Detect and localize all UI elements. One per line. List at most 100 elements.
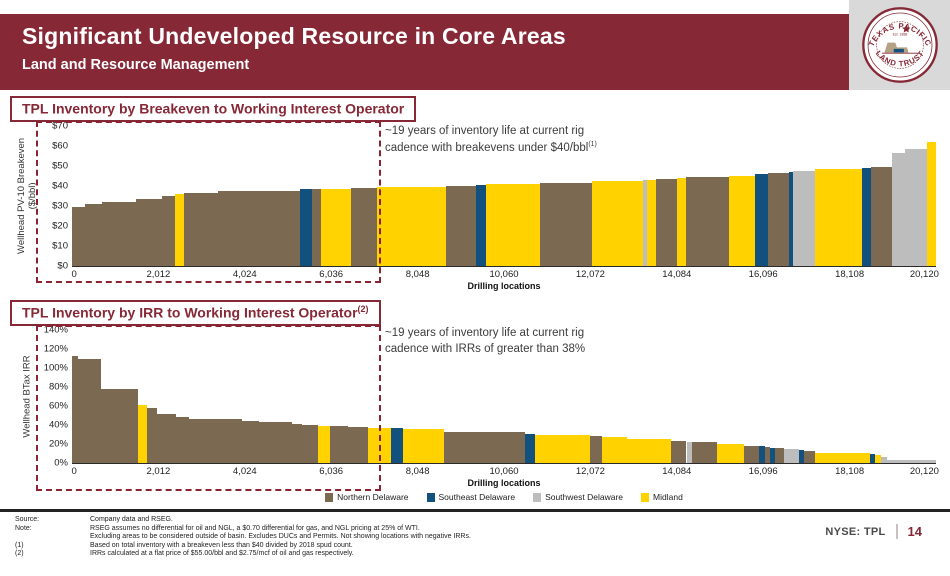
y-tick: $0 [57, 260, 68, 272]
header-band: Significant Undeveloped Resource in Core… [0, 14, 950, 90]
footnote-label: (2) [15, 550, 24, 558]
bar-segment [176, 417, 190, 463]
chart-title-superscript: (2) [357, 304, 369, 314]
x-tick: 20,120 [909, 269, 939, 280]
star-icon [901, 24, 910, 33]
y-tick: 0% [54, 457, 68, 469]
plot-area [72, 330, 936, 464]
footer-divider [895, 524, 898, 539]
bar-segment [84, 204, 103, 266]
bar-segment [486, 184, 541, 266]
x-tick: 16,096 [748, 269, 778, 280]
y-tick: $50 [52, 160, 68, 172]
chart-title-text: TPL Inventory by Breakeven to Working In… [22, 100, 405, 117]
y-tick: 40% [48, 419, 68, 431]
bar-segment [758, 446, 765, 463]
y-axis-ticks: 140% 120% 100% 80% 60% 40% 20% 0% [32, 325, 68, 469]
bar-segment [799, 449, 805, 463]
breakeven-chart-title: TPL Inventory by Breakeven to Working In… [10, 96, 417, 122]
bar-segment [348, 426, 368, 463]
bar-segment [671, 441, 687, 463]
bar-segment [729, 176, 755, 266]
bar-segment [540, 183, 592, 266]
bar-segment [312, 189, 322, 266]
y-tick: 20% [48, 438, 68, 450]
bar-segment [589, 436, 602, 463]
bar-segment [136, 199, 163, 266]
legend-item: Southeast Delaware [426, 492, 515, 502]
bar-segment [774, 447, 784, 463]
bar-segment [804, 450, 816, 463]
chart-legend: Northern Delaware Southeast Delaware South… [72, 492, 936, 502]
bar-segment [534, 434, 590, 463]
x-axis-title: Drilling locations [467, 281, 541, 291]
bar-segment [175, 194, 184, 266]
ticker-label: NYSE: TPL [825, 525, 886, 538]
bar-segment [137, 405, 147, 463]
bar-segment [870, 167, 893, 266]
legend-item: Midland [641, 492, 683, 502]
bar-segment [376, 187, 446, 266]
company-logo: TEXAS PACIFIC LAND TRUST Est. 1888 [849, 0, 950, 90]
bar-segment [643, 180, 648, 266]
bar-segment [146, 407, 157, 463]
chart-title-text: TPL Inventory by IRR to Working Interest… [22, 304, 358, 321]
irr-chart-title: TPL Inventory by IRR to Working Interest… [10, 300, 381, 326]
bar-segment [299, 189, 313, 266]
bar-segment [862, 168, 871, 266]
x-axis-title: Drilling locations [467, 478, 541, 488]
slide-subtitle: Land and Resource Management [22, 57, 250, 73]
x-tick: 20,120 [909, 466, 939, 477]
bar-segment [318, 425, 331, 463]
bar-segment [402, 428, 445, 463]
bar-segment [686, 441, 692, 463]
bar-segment [656, 179, 678, 266]
bar-segment [815, 452, 871, 463]
bar-segment [716, 444, 744, 463]
bar-segment [321, 189, 352, 266]
bar-segment [591, 181, 644, 266]
bar-segment [525, 433, 535, 463]
bar-segment [626, 439, 672, 463]
irr-chart-section: TPL Inventory by IRR to Working Interest… [10, 300, 940, 506]
x-tick: 12,072 [575, 466, 605, 477]
x-tick: 0 [71, 466, 77, 477]
chart-annotation: ~19 years of inventory life at current r… [385, 125, 597, 154]
x-tick: 6,036 [319, 466, 344, 477]
legend-item: Southwest Delaware [533, 492, 623, 502]
bar-segment [793, 171, 815, 266]
bar-segment [754, 174, 768, 266]
bar-segment [905, 149, 927, 266]
footnotes: Source: Company data and RSEG. Note: RSEG a… [15, 516, 471, 559]
x-tick: 2,012 [146, 269, 171, 280]
bar-segment [183, 193, 218, 266]
footnote-text: IRRs calculated at a flat price of $55.0… [90, 550, 354, 558]
x-axis-ticks: 0 2,012 4,024 6,036 8,048 10,060 12,072 14,084 1… [71, 269, 939, 280]
x-tick: 10,060 [489, 466, 519, 477]
plot-area [72, 126, 936, 267]
x-tick: 18,108 [835, 269, 865, 280]
x-tick: 2,012 [146, 466, 171, 477]
legend-swatch [641, 492, 650, 502]
logo-est-text: Est. 1888 [892, 33, 907, 37]
bar-segment [880, 457, 888, 463]
footer-right: NYSE: TPL 14 [825, 524, 922, 539]
bar-segment [764, 446, 770, 463]
bar-segment [647, 180, 656, 266]
bar-segment [242, 421, 259, 463]
x-tick: 12,072 [575, 269, 605, 280]
bar-segment [783, 448, 799, 463]
slide-title: Significant Undeveloped Resource in Core… [22, 23, 566, 49]
y-tick: 120% [43, 343, 68, 355]
footnote-label [15, 533, 90, 542]
footnote-label: Note: [15, 524, 32, 532]
bar-segment [390, 428, 403, 463]
x-tick: 4,024 [232, 269, 257, 280]
y-tick: $30 [52, 200, 68, 212]
x-tick: 6,036 [319, 269, 344, 280]
bar-segment [769, 447, 775, 463]
bar-segment [102, 202, 137, 266]
bar-segment [189, 419, 243, 463]
bar-segment [870, 454, 876, 463]
footnote-text: Based on total inventory with a breakeve… [90, 541, 353, 549]
